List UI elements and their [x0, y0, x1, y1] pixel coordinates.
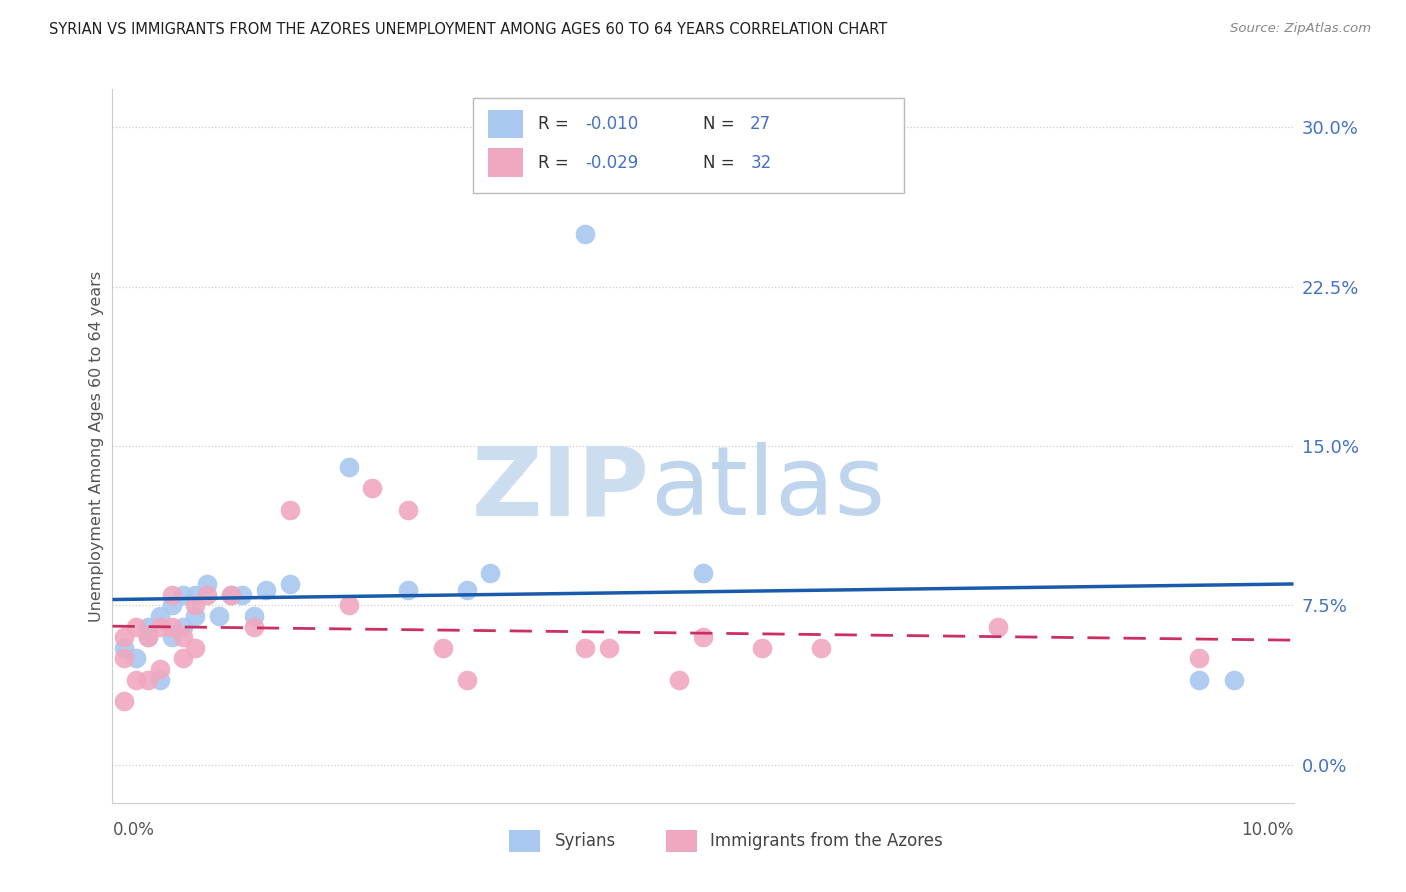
Point	[810, 640, 832, 655]
FancyBboxPatch shape	[472, 98, 904, 193]
Point	[361, 482, 384, 496]
Point	[112, 630, 135, 644]
Text: N =: N =	[703, 153, 740, 171]
Point	[125, 673, 148, 687]
Point	[692, 566, 714, 581]
Bar	[488, 148, 523, 177]
Point	[278, 502, 301, 516]
Point	[195, 588, 218, 602]
Point	[692, 630, 714, 644]
Point	[254, 583, 277, 598]
Point	[160, 599, 183, 613]
Point	[184, 608, 207, 623]
Point	[149, 662, 172, 676]
Point	[574, 227, 596, 241]
Point	[456, 583, 478, 598]
Point	[219, 588, 242, 602]
Point	[184, 588, 207, 602]
Text: -0.010: -0.010	[585, 115, 638, 133]
Point	[136, 630, 159, 644]
Point	[184, 599, 207, 613]
Point	[456, 673, 478, 687]
Text: ZIP: ZIP	[472, 442, 650, 535]
Point	[149, 673, 172, 687]
Point	[160, 588, 183, 602]
Point	[160, 630, 183, 644]
Point	[668, 673, 690, 687]
Point	[136, 673, 159, 687]
Point	[751, 640, 773, 655]
Point	[1188, 651, 1211, 665]
Point	[149, 619, 172, 633]
Text: Syrians: Syrians	[555, 832, 617, 850]
Point	[598, 640, 620, 655]
Point	[243, 619, 266, 633]
Point	[574, 640, 596, 655]
Point	[125, 619, 148, 633]
Point	[987, 619, 1010, 633]
Point	[136, 630, 159, 644]
Point	[125, 651, 148, 665]
Point	[172, 630, 194, 644]
Point	[231, 588, 253, 602]
Text: R =: R =	[537, 115, 574, 133]
Point	[208, 608, 231, 623]
Text: atlas: atlas	[650, 442, 884, 535]
Point	[112, 651, 135, 665]
Point	[160, 619, 183, 633]
Point	[184, 640, 207, 655]
Point	[396, 583, 419, 598]
Point	[172, 588, 194, 602]
Text: N =: N =	[703, 115, 740, 133]
Point	[112, 694, 135, 708]
Text: Immigrants from the Azores: Immigrants from the Azores	[710, 832, 943, 850]
Bar	[488, 110, 523, 138]
Y-axis label: Unemployment Among Ages 60 to 64 years: Unemployment Among Ages 60 to 64 years	[89, 270, 104, 622]
Point	[195, 577, 218, 591]
Point	[432, 640, 454, 655]
Point	[112, 640, 135, 655]
Point	[396, 502, 419, 516]
Text: Source: ZipAtlas.com: Source: ZipAtlas.com	[1230, 22, 1371, 36]
Point	[172, 619, 194, 633]
Point	[337, 599, 360, 613]
Text: R =: R =	[537, 153, 574, 171]
Text: -0.029: -0.029	[585, 153, 638, 171]
Point	[136, 619, 159, 633]
Point	[479, 566, 502, 581]
Point	[1188, 673, 1211, 687]
Point	[149, 608, 172, 623]
Text: 10.0%: 10.0%	[1241, 821, 1294, 838]
Point	[219, 588, 242, 602]
Point	[1223, 673, 1246, 687]
Point	[243, 608, 266, 623]
Point	[172, 651, 194, 665]
Text: SYRIAN VS IMMIGRANTS FROM THE AZORES UNEMPLOYMENT AMONG AGES 60 TO 64 YEARS CORR: SYRIAN VS IMMIGRANTS FROM THE AZORES UNE…	[49, 22, 887, 37]
Point	[337, 460, 360, 475]
Text: 27: 27	[751, 115, 772, 133]
Text: 32: 32	[751, 153, 772, 171]
Text: 0.0%: 0.0%	[112, 821, 155, 838]
Point	[278, 577, 301, 591]
